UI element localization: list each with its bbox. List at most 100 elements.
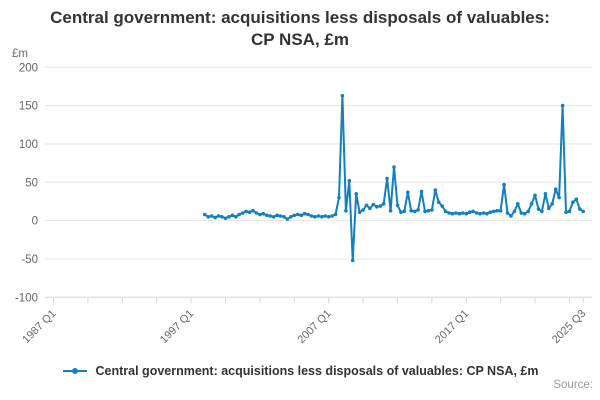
series-point-marker[interactable] <box>392 165 396 169</box>
series-point-marker[interactable] <box>375 205 379 209</box>
series-point-marker[interactable] <box>529 202 534 206</box>
series-point-marker[interactable] <box>550 202 554 206</box>
series-point-marker[interactable] <box>564 210 568 214</box>
series-point-marker[interactable] <box>436 200 441 204</box>
series-point-marker[interactable] <box>261 211 266 216</box>
series-point-marker[interactable] <box>258 212 262 217</box>
series-point-marker[interactable] <box>254 211 259 215</box>
series-point-marker[interactable] <box>371 202 376 207</box>
series-point-marker[interactable] <box>426 208 431 213</box>
series-point-marker[interactable] <box>543 192 548 196</box>
series-point-marker[interactable] <box>268 214 273 218</box>
series-point-marker[interactable] <box>309 214 314 218</box>
series-point-marker[interactable] <box>357 210 362 214</box>
series-point-marker[interactable] <box>516 202 520 206</box>
series-point-marker[interactable] <box>485 211 489 216</box>
series-point-marker[interactable] <box>412 209 417 214</box>
series-point-marker[interactable] <box>234 215 238 219</box>
series-point-marker[interactable] <box>457 211 462 216</box>
series-point-marker[interactable] <box>320 215 324 219</box>
series-point-marker[interactable] <box>450 211 455 216</box>
series-point-marker[interactable] <box>474 211 479 215</box>
series-point-marker[interactable] <box>540 209 544 214</box>
series-point-marker[interactable] <box>447 211 451 215</box>
series-point-marker[interactable] <box>313 215 317 219</box>
series-point-marker[interactable] <box>337 195 341 200</box>
series-point-marker[interactable] <box>512 209 517 214</box>
series-point-marker[interactable] <box>368 206 372 211</box>
series-point-marker[interactable] <box>502 182 506 187</box>
series-point-marker[interactable] <box>213 215 217 220</box>
series-point-marker[interactable] <box>498 208 503 213</box>
series-point-marker[interactable] <box>275 213 279 218</box>
legend-item[interactable]: Central government: acquisitions less di… <box>0 361 600 381</box>
series-point-marker[interactable] <box>240 211 245 215</box>
series-point-marker[interactable] <box>416 208 420 212</box>
series-point-marker[interactable] <box>244 209 248 214</box>
series-point-marker[interactable] <box>461 211 465 215</box>
series-point-marker[interactable] <box>295 212 300 217</box>
series-point-marker[interactable] <box>478 211 482 216</box>
series-point-marker[interactable] <box>440 204 445 208</box>
series-point-marker[interactable] <box>467 210 472 214</box>
series-point-marker[interactable] <box>247 210 252 214</box>
series-point-marker[interactable] <box>430 208 434 212</box>
series-point-marker[interactable] <box>333 212 338 217</box>
series-point-marker[interactable] <box>350 258 355 263</box>
series-point-marker[interactable] <box>285 217 290 221</box>
series-point-marker[interactable] <box>402 209 407 214</box>
series-point-marker[interactable] <box>344 208 348 213</box>
series-point-marker[interactable] <box>574 197 579 201</box>
series-point-marker[interactable] <box>488 210 493 214</box>
series-point-marker[interactable] <box>526 209 530 214</box>
series-point-marker[interactable] <box>557 195 561 200</box>
series-point-marker[interactable] <box>323 214 328 218</box>
series-point-marker[interactable] <box>571 200 575 204</box>
series-point-marker[interactable] <box>326 215 331 219</box>
series-point-marker[interactable] <box>423 209 427 214</box>
series-point-marker[interactable] <box>443 209 448 214</box>
series-point-marker[interactable] <box>361 208 365 212</box>
series-point-marker[interactable] <box>388 208 393 213</box>
series-point-marker[interactable] <box>251 208 255 213</box>
series-point-marker[interactable] <box>509 214 513 218</box>
series-point-marker[interactable] <box>302 211 307 216</box>
series-point-marker[interactable] <box>265 213 269 218</box>
series-point-marker[interactable] <box>419 189 424 194</box>
series-point-marker[interactable] <box>203 212 207 217</box>
series-point-marker[interactable] <box>406 190 410 195</box>
series-point-marker[interactable] <box>560 103 565 108</box>
series-point-marker[interactable] <box>299 213 304 218</box>
series-point-marker[interactable] <box>278 214 283 218</box>
series-point-marker[interactable] <box>395 203 400 208</box>
series-point-marker[interactable] <box>547 206 551 211</box>
series-point-marker[interactable] <box>316 214 321 218</box>
series-point-marker[interactable] <box>385 176 389 181</box>
series-point-marker[interactable] <box>223 216 228 221</box>
series-point-marker[interactable] <box>216 214 221 218</box>
series-point-marker[interactable] <box>227 215 231 219</box>
series-point-marker[interactable] <box>230 213 235 218</box>
series-point-marker[interactable] <box>209 214 214 218</box>
series-point-marker[interactable] <box>354 192 359 196</box>
series-point-marker[interactable] <box>347 179 352 183</box>
series-point-marker[interactable] <box>495 208 500 213</box>
series-point-marker[interactable] <box>481 211 486 215</box>
series-point-marker[interactable] <box>505 211 510 215</box>
series-point-marker[interactable] <box>292 213 297 218</box>
series-point-marker[interactable] <box>464 211 469 216</box>
series-point-marker[interactable] <box>471 209 475 214</box>
series-point-marker[interactable] <box>519 211 524 215</box>
series-point-marker[interactable] <box>567 209 572 214</box>
series-point-marker[interactable] <box>220 215 224 219</box>
series-point-marker[interactable] <box>306 212 310 217</box>
series-point-marker[interactable] <box>454 211 458 215</box>
series-point-marker[interactable] <box>399 210 403 214</box>
series-point-marker[interactable] <box>533 193 537 198</box>
series-point-marker[interactable] <box>492 209 496 214</box>
series-point-marker[interactable] <box>522 211 527 216</box>
series-point-marker[interactable] <box>553 187 558 191</box>
series-point-marker[interactable] <box>237 212 241 217</box>
series-point-marker[interactable] <box>381 202 386 206</box>
series-point-marker[interactable] <box>536 207 541 211</box>
